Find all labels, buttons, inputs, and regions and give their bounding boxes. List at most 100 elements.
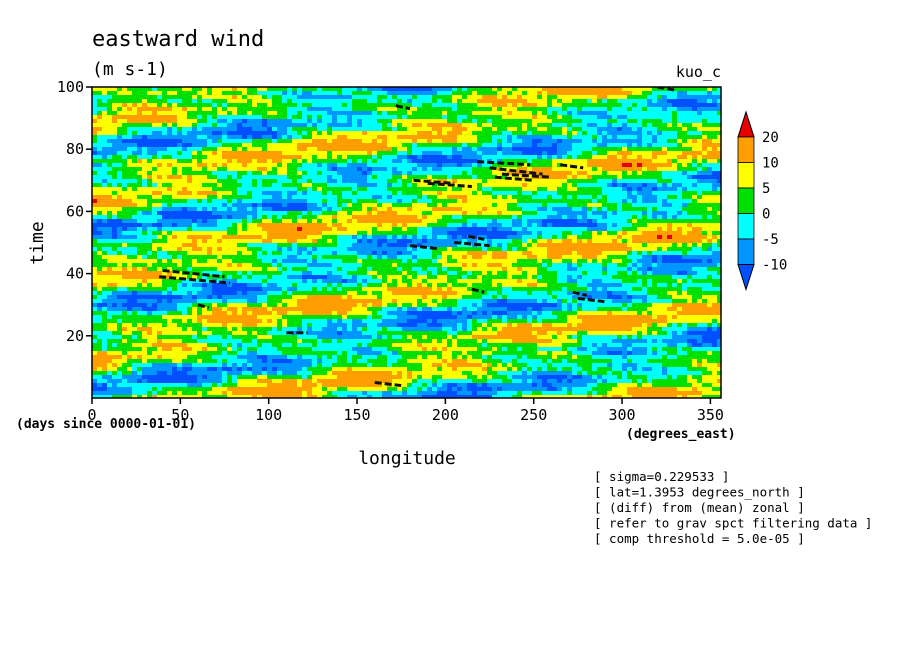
field-cell [667, 115, 673, 120]
field-cell [432, 167, 438, 172]
field-cell [542, 87, 548, 92]
field-cell [402, 163, 408, 168]
field-cell [282, 231, 288, 236]
field-cell [152, 207, 158, 212]
field-cell [382, 187, 388, 192]
field-cell [112, 119, 118, 124]
field-cell [712, 139, 718, 144]
field-cell [492, 155, 498, 160]
field-cell [692, 207, 698, 212]
field-cell [452, 99, 458, 104]
field-cell [632, 95, 638, 100]
field-cell [532, 155, 538, 160]
field-cell [247, 151, 253, 156]
field-cell [412, 167, 418, 172]
field-cell [427, 123, 433, 128]
field-cell [607, 147, 613, 152]
field-cell [442, 219, 448, 224]
field-cell [542, 151, 548, 156]
field-cell [192, 119, 198, 124]
field-cell [677, 163, 683, 168]
field-cell [547, 203, 553, 208]
field-cell [247, 215, 253, 220]
field-cell [102, 159, 108, 164]
field-cell [422, 219, 428, 224]
field-cell [532, 95, 538, 100]
field-cell [662, 119, 668, 124]
field-cell [437, 123, 443, 128]
field-cell [712, 167, 718, 172]
field-cell [292, 235, 298, 240]
field-cell [272, 235, 278, 240]
field-cell [222, 139, 228, 144]
field-cell [502, 119, 508, 124]
field-cell [682, 99, 688, 104]
field-cell [702, 207, 708, 212]
field-cell [567, 199, 573, 204]
field-cell [132, 195, 138, 200]
field-cell [682, 135, 688, 140]
field-cell [632, 135, 638, 140]
field-cell [392, 95, 398, 100]
field-cell [312, 235, 318, 240]
field-cell [262, 175, 268, 180]
field-cell [632, 87, 638, 92]
field-cell [352, 159, 358, 164]
field-cell [397, 179, 403, 184]
field-cell [662, 115, 668, 120]
field-cell [437, 119, 443, 124]
field-cell [407, 155, 413, 160]
field-cell [187, 143, 193, 148]
field-cell [632, 139, 638, 144]
field-cell [97, 103, 103, 108]
field-cell [607, 235, 613, 240]
field-cell [337, 235, 343, 240]
field-cell [297, 95, 303, 100]
field-cell [417, 175, 423, 180]
field-cell [542, 195, 548, 200]
field-cell [112, 191, 118, 196]
field-cell [492, 231, 498, 236]
field-cell [102, 223, 108, 228]
field-cell [537, 115, 543, 120]
field-cell [592, 215, 598, 220]
field-cell [397, 223, 403, 228]
field-cell [612, 107, 618, 112]
field-cell [507, 131, 513, 136]
field-cell [332, 199, 338, 204]
field-cell [587, 203, 593, 208]
field-cell [477, 111, 483, 116]
field-cell [372, 155, 378, 160]
field-cell [317, 199, 323, 204]
field-cell [387, 187, 393, 192]
field-cell [177, 159, 183, 164]
field-cell [342, 135, 348, 140]
field-cell [362, 151, 368, 156]
field-cell [137, 151, 143, 156]
field-cell [442, 159, 448, 164]
field-cell [247, 95, 253, 100]
field-cell [717, 131, 721, 136]
field-cell [637, 167, 643, 172]
field-cell [657, 135, 663, 140]
field-cell [432, 151, 438, 156]
field-cell [607, 183, 613, 188]
field-cell [522, 215, 528, 220]
field-cell [657, 203, 663, 208]
field-cell [632, 99, 638, 104]
field-cell [302, 207, 308, 212]
field-cell [397, 91, 403, 96]
field-cell [312, 119, 318, 124]
field-cell [362, 195, 368, 200]
field-cell [362, 95, 368, 100]
field-cell [352, 151, 358, 156]
field-cell [237, 183, 243, 188]
field-cell [302, 175, 308, 180]
field-cell [672, 167, 678, 172]
field-cell [552, 175, 558, 180]
field-cell [452, 219, 458, 224]
field-cell [157, 191, 163, 196]
field-cell [302, 227, 308, 232]
field-cell [117, 103, 123, 108]
field-cell [367, 119, 373, 124]
